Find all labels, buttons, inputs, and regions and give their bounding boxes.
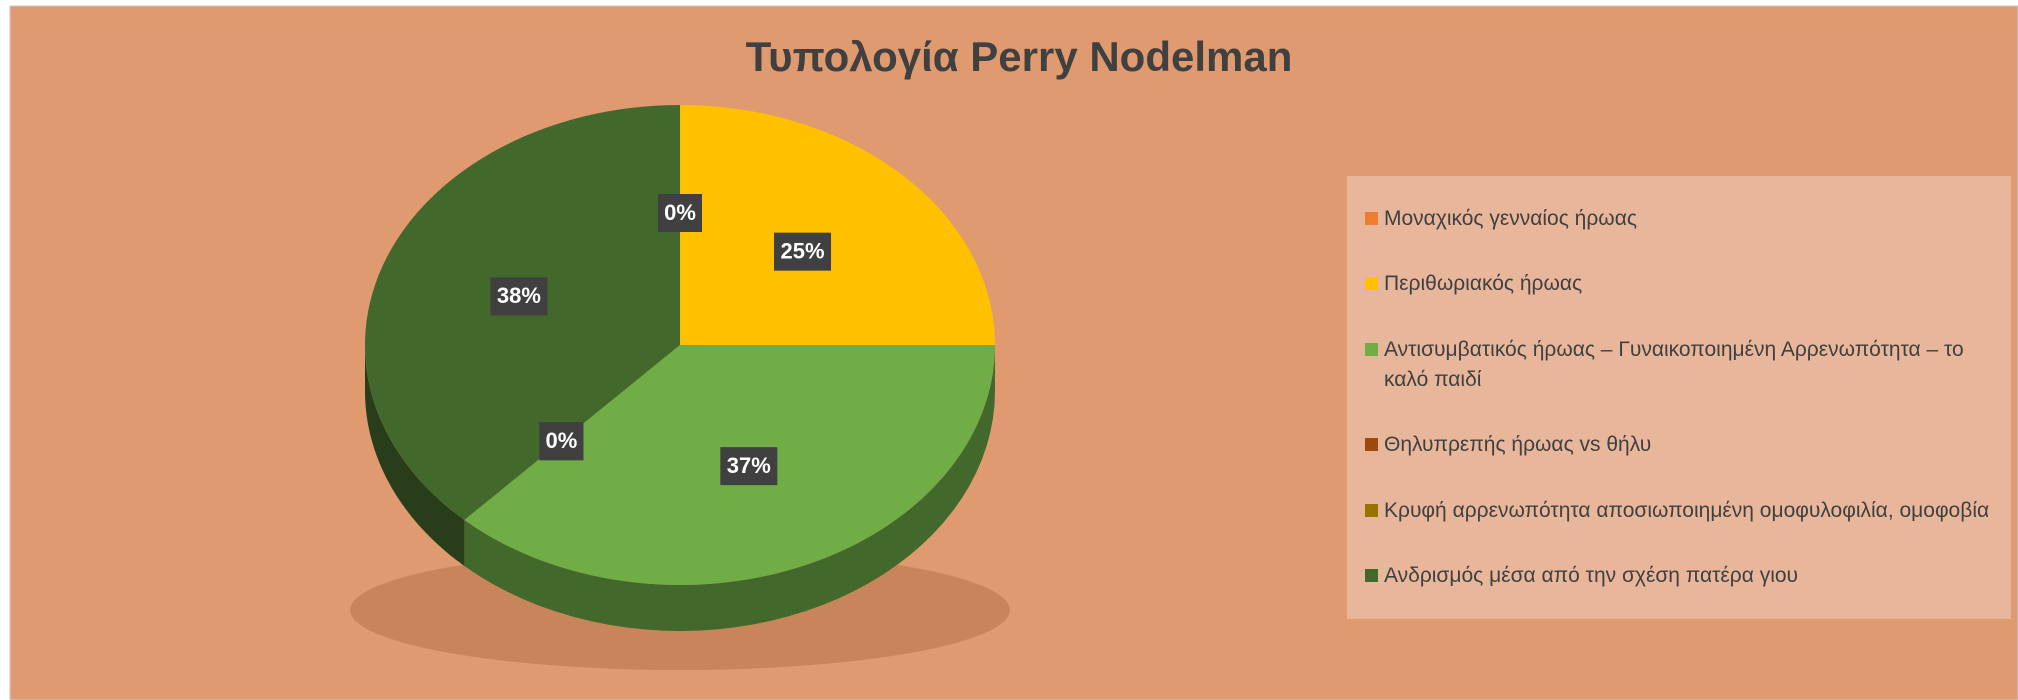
legend-label: Θηλυπρεπής ήρωας vs θήλυ xyxy=(1384,433,1652,457)
legend-item: Μοναχικός γενναίος ήρωας xyxy=(1361,204,1997,234)
legend-label: Κρυφή αρρενωπότητα αποσιωποιημένη ομοφυλ… xyxy=(1384,498,1990,522)
legend-swatch xyxy=(1365,569,1378,583)
data-label-box xyxy=(658,194,702,232)
data-label: 37% xyxy=(727,453,771,478)
data-label-box xyxy=(490,277,548,316)
legend: Μοναχικός γενναίος ήρωας Περιθωριακός ήρω… xyxy=(1347,176,2011,619)
legend-swatch xyxy=(1365,503,1378,517)
data-label-box xyxy=(774,232,832,271)
legend-swatch xyxy=(1365,211,1378,225)
legend-item: Ανδρισμός μέσα από την σχέση πατέρα γιου xyxy=(1361,561,1997,591)
legend-item: Κρυφή αρρενωπότητα αποσιωποιημένη ομοφυλ… xyxy=(1361,496,1997,526)
data-label: 0% xyxy=(664,200,696,225)
data-label: 38% xyxy=(497,283,541,308)
chart-title: Τυπολογία Perry Nodelman xyxy=(746,33,1293,80)
data-label-box xyxy=(720,447,778,486)
legend-label: Ανδρισμός μέσα από την σχέση πατέρα γιου xyxy=(1384,564,1799,588)
data-label: 0% xyxy=(546,428,578,453)
pie-slice xyxy=(680,105,995,345)
legend-item: Περιθωριακός ήρωας xyxy=(1361,269,1997,299)
legend-label: Περιθωριακός ήρωας xyxy=(1384,272,1583,296)
legend-label: Μοναχικός γενναίος ήρωας xyxy=(1384,206,1637,230)
data-label-box xyxy=(539,422,584,461)
pie-side xyxy=(464,345,995,631)
legend-label: Αντισυμβατικός ήρωας – Γυναικοποιημένη Α… xyxy=(1384,337,1964,391)
legend-item: Θηλυπρεπής ήρωας vs θήλυ xyxy=(1361,430,1997,460)
legend-swatch xyxy=(1365,342,1378,356)
legend-swatch xyxy=(1365,277,1378,291)
legend-item: Αντισυμβατικός ήρωας – Γυναικοποιημένη Α… xyxy=(1361,335,1997,395)
data-label: 25% xyxy=(780,238,824,263)
pie-side xyxy=(365,345,465,566)
legend-swatch xyxy=(1365,438,1378,452)
